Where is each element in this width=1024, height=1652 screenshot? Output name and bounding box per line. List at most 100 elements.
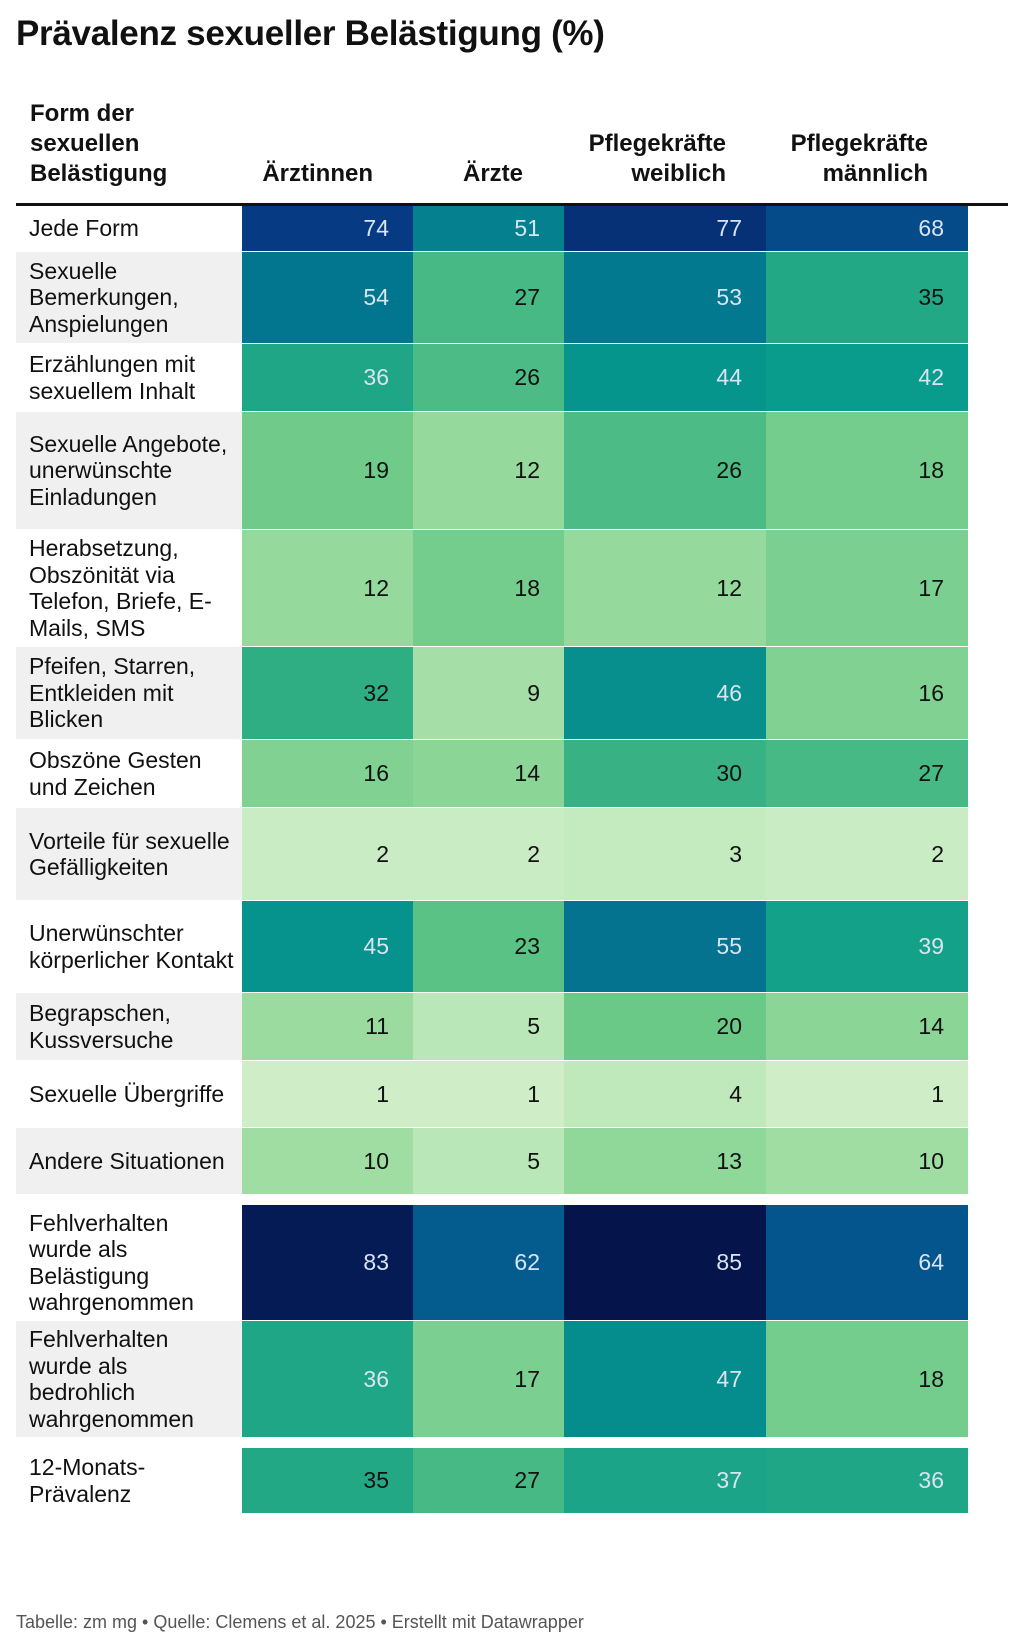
cell-pflege-weiblich: 37	[564, 1448, 766, 1513]
cell-pflege-maennlich: 14	[766, 993, 968, 1060]
cell-pflege-maennlich: 1	[766, 1061, 968, 1127]
row-label: Unerwünschter körperlicher Kontakt	[29, 920, 234, 973]
table-header: Form der sexuellen Belästigung Ärztinnen…	[16, 92, 1008, 206]
table-row: Fehlverhalten wurde als Belästigung wahr…	[16, 1205, 1008, 1321]
cell-pflege-maennlich: 68	[766, 206, 968, 251]
header-label-column: Form der sexuellen Belästigung	[30, 100, 168, 187]
cell-aerztinnen: 74	[242, 206, 413, 251]
table-row: Sexuelle Übergriffe 1 1 4 1	[16, 1061, 1008, 1128]
cell-pflege-maennlich: 36	[766, 1448, 968, 1513]
table-body: Jede Form 74 51 77 68 Sexuelle Bemerkungen, A…	[16, 206, 1008, 1514]
cell-aerztinnen: 19	[242, 412, 413, 529]
cell-aerzte: 12	[413, 412, 564, 529]
cell-pflege-maennlich: 35	[766, 252, 968, 343]
table-row: Vorteile für sexuelle Gefälligkeiten 2 2 3 2	[16, 808, 1008, 901]
header-aerztinnen: Ärztinnen	[262, 160, 373, 187]
cell-aerztinnen: 16	[242, 740, 413, 807]
cell-pflege-maennlich: 18	[766, 412, 968, 529]
cell-pflege-weiblich: 47	[564, 1321, 766, 1437]
cell-pflege-weiblich: 12	[564, 530, 766, 646]
cell-aerzte: 27	[413, 252, 564, 343]
cell-aerztinnen: 32	[242, 647, 413, 739]
table-row: Andere Situationen 10 5 13 10	[16, 1128, 1008, 1195]
cell-pflege-maennlich: 39	[766, 901, 968, 992]
cell-pflege-maennlich: 2	[766, 808, 968, 900]
cell-pflege-weiblich: 53	[564, 252, 766, 343]
cell-pflege-maennlich: 42	[766, 344, 968, 411]
table-row: Pfeifen, Starren, Entkleiden mit Blicken…	[16, 647, 1008, 740]
cell-aerztinnen: 2	[242, 808, 413, 900]
cell-aerztinnen: 11	[242, 993, 413, 1060]
chart-title: Prävalenz sexueller Belästigung (%)	[16, 14, 605, 53]
cell-aerzte: 2	[413, 808, 564, 900]
cell-pflege-maennlich: 17	[766, 530, 968, 646]
row-label: Erzählungen mit sexuellem Inhalt	[29, 351, 196, 404]
cell-pflege-weiblich: 26	[564, 412, 766, 529]
row-label: 12-Monats-Prävalenz	[29, 1454, 146, 1507]
table-row: Fehlverhalten wurde als bedrohlich wahrg…	[16, 1321, 1008, 1438]
row-label: Sexuelle Angebote, unerwünschte Einladun…	[16, 412, 242, 529]
header-pflege-weiblich: Pflegekräfte weiblich	[588, 130, 726, 187]
cell-aerztinnen: 35	[242, 1448, 413, 1513]
row-label: Fehlverhalten wurde als bedrohlich wahrg…	[16, 1321, 242, 1437]
cell-aerzte: 23	[413, 901, 564, 992]
cell-aerzte: 26	[413, 344, 564, 411]
cell-aerzte: 14	[413, 740, 564, 807]
cell-aerztinnen: 36	[242, 344, 413, 411]
row-label: Herabsetzung, Obszönität via Telefon, Br…	[29, 535, 212, 641]
cell-pflege-weiblich: 77	[564, 206, 766, 251]
header-aerzte: Ärzte	[462, 160, 523, 187]
cell-pflege-weiblich: 44	[564, 344, 766, 411]
cell-pflege-weiblich: 13	[564, 1128, 766, 1194]
header-pflege-maennlich: Pflegekräfte männlich	[790, 130, 928, 187]
cell-aerzte: 5	[413, 993, 564, 1060]
cell-aerztinnen: 36	[242, 1321, 413, 1437]
cell-aerzte: 51	[413, 206, 564, 251]
table-row: Obszöne Gesten und Zeichen 16 14 30 27	[16, 740, 1008, 808]
cell-aerztinnen: 54	[242, 252, 413, 343]
cell-aerztinnen: 10	[242, 1128, 413, 1194]
row-label: Sexuelle Übergriffe	[29, 1080, 225, 1107]
cell-aerztinnen: 1	[242, 1061, 413, 1127]
row-label: Obszöne Gesten und Zeichen	[29, 747, 202, 800]
row-label: Sexuelle Bemerkungen, Anspielungen	[16, 252, 242, 343]
cell-pflege-weiblich: 4	[564, 1061, 766, 1127]
cell-aerztinnen: 83	[242, 1205, 413, 1320]
table-row: Erzählungen mit sexuellem Inhalt 36 26 44 42	[16, 344, 1008, 412]
row-label: Andere Situationen	[16, 1128, 242, 1194]
prevalence-table: Form der sexuellen Belästigung Ärztinnen…	[16, 92, 1008, 1514]
cell-pflege-maennlich: 27	[766, 740, 968, 807]
cell-pflege-weiblich: 20	[564, 993, 766, 1060]
cell-pflege-weiblich: 46	[564, 647, 766, 739]
cell-aerzte: 18	[413, 530, 564, 646]
cell-aerzte: 62	[413, 1205, 564, 1320]
table-row: Herabsetzung, Obszönität via Telefon, Br…	[16, 530, 1008, 647]
cell-pflege-maennlich: 16	[766, 647, 968, 739]
row-label: Fehlverhalten wurde als Belästigung wahr…	[29, 1209, 194, 1316]
table-row: Unerwünschter körperlicher Kontakt 45 23 55…	[16, 901, 1008, 993]
table-row: Jede Form 74 51 77 68	[16, 206, 1008, 252]
cell-aerzte: 17	[413, 1321, 564, 1437]
cell-pflege-maennlich: 18	[766, 1321, 968, 1437]
cell-aerztinnen: 12	[242, 530, 413, 646]
cell-pflege-maennlich: 64	[766, 1205, 968, 1320]
cell-pflege-weiblich: 55	[564, 901, 766, 992]
table-row: 12-Monats-Prävalenz 35 27 37 36	[16, 1448, 1008, 1514]
table-row: Sexuelle Bemerkungen, Anspielungen 54 27 53…	[16, 252, 1008, 344]
cell-aerzte: 1	[413, 1061, 564, 1127]
row-label: Vorteile für sexuelle Gefälligkeiten	[16, 808, 242, 900]
cell-aerzte: 27	[413, 1448, 564, 1513]
cell-aerzte: 5	[413, 1128, 564, 1194]
cell-aerztinnen: 45	[242, 901, 413, 992]
row-label: Jede Form	[29, 215, 139, 242]
row-label: Pfeifen, Starren, Entkleiden mit Blicken	[16, 647, 242, 739]
cell-pflege-weiblich: 30	[564, 740, 766, 807]
table-row: Begrapschen, Kussversuche 11 5 20 14	[16, 993, 1008, 1061]
cell-pflege-weiblich: 85	[564, 1205, 766, 1320]
cell-pflege-weiblich: 3	[564, 808, 766, 900]
source-footer: Tabelle: zm mg • Quelle: Clemens et al. …	[16, 1612, 584, 1632]
cell-aerzte: 9	[413, 647, 564, 739]
row-label: Begrapschen, Kussversuche	[16, 993, 242, 1060]
table-row: Sexuelle Angebote, unerwünschte Einladun…	[16, 412, 1008, 530]
cell-pflege-maennlich: 10	[766, 1128, 968, 1194]
